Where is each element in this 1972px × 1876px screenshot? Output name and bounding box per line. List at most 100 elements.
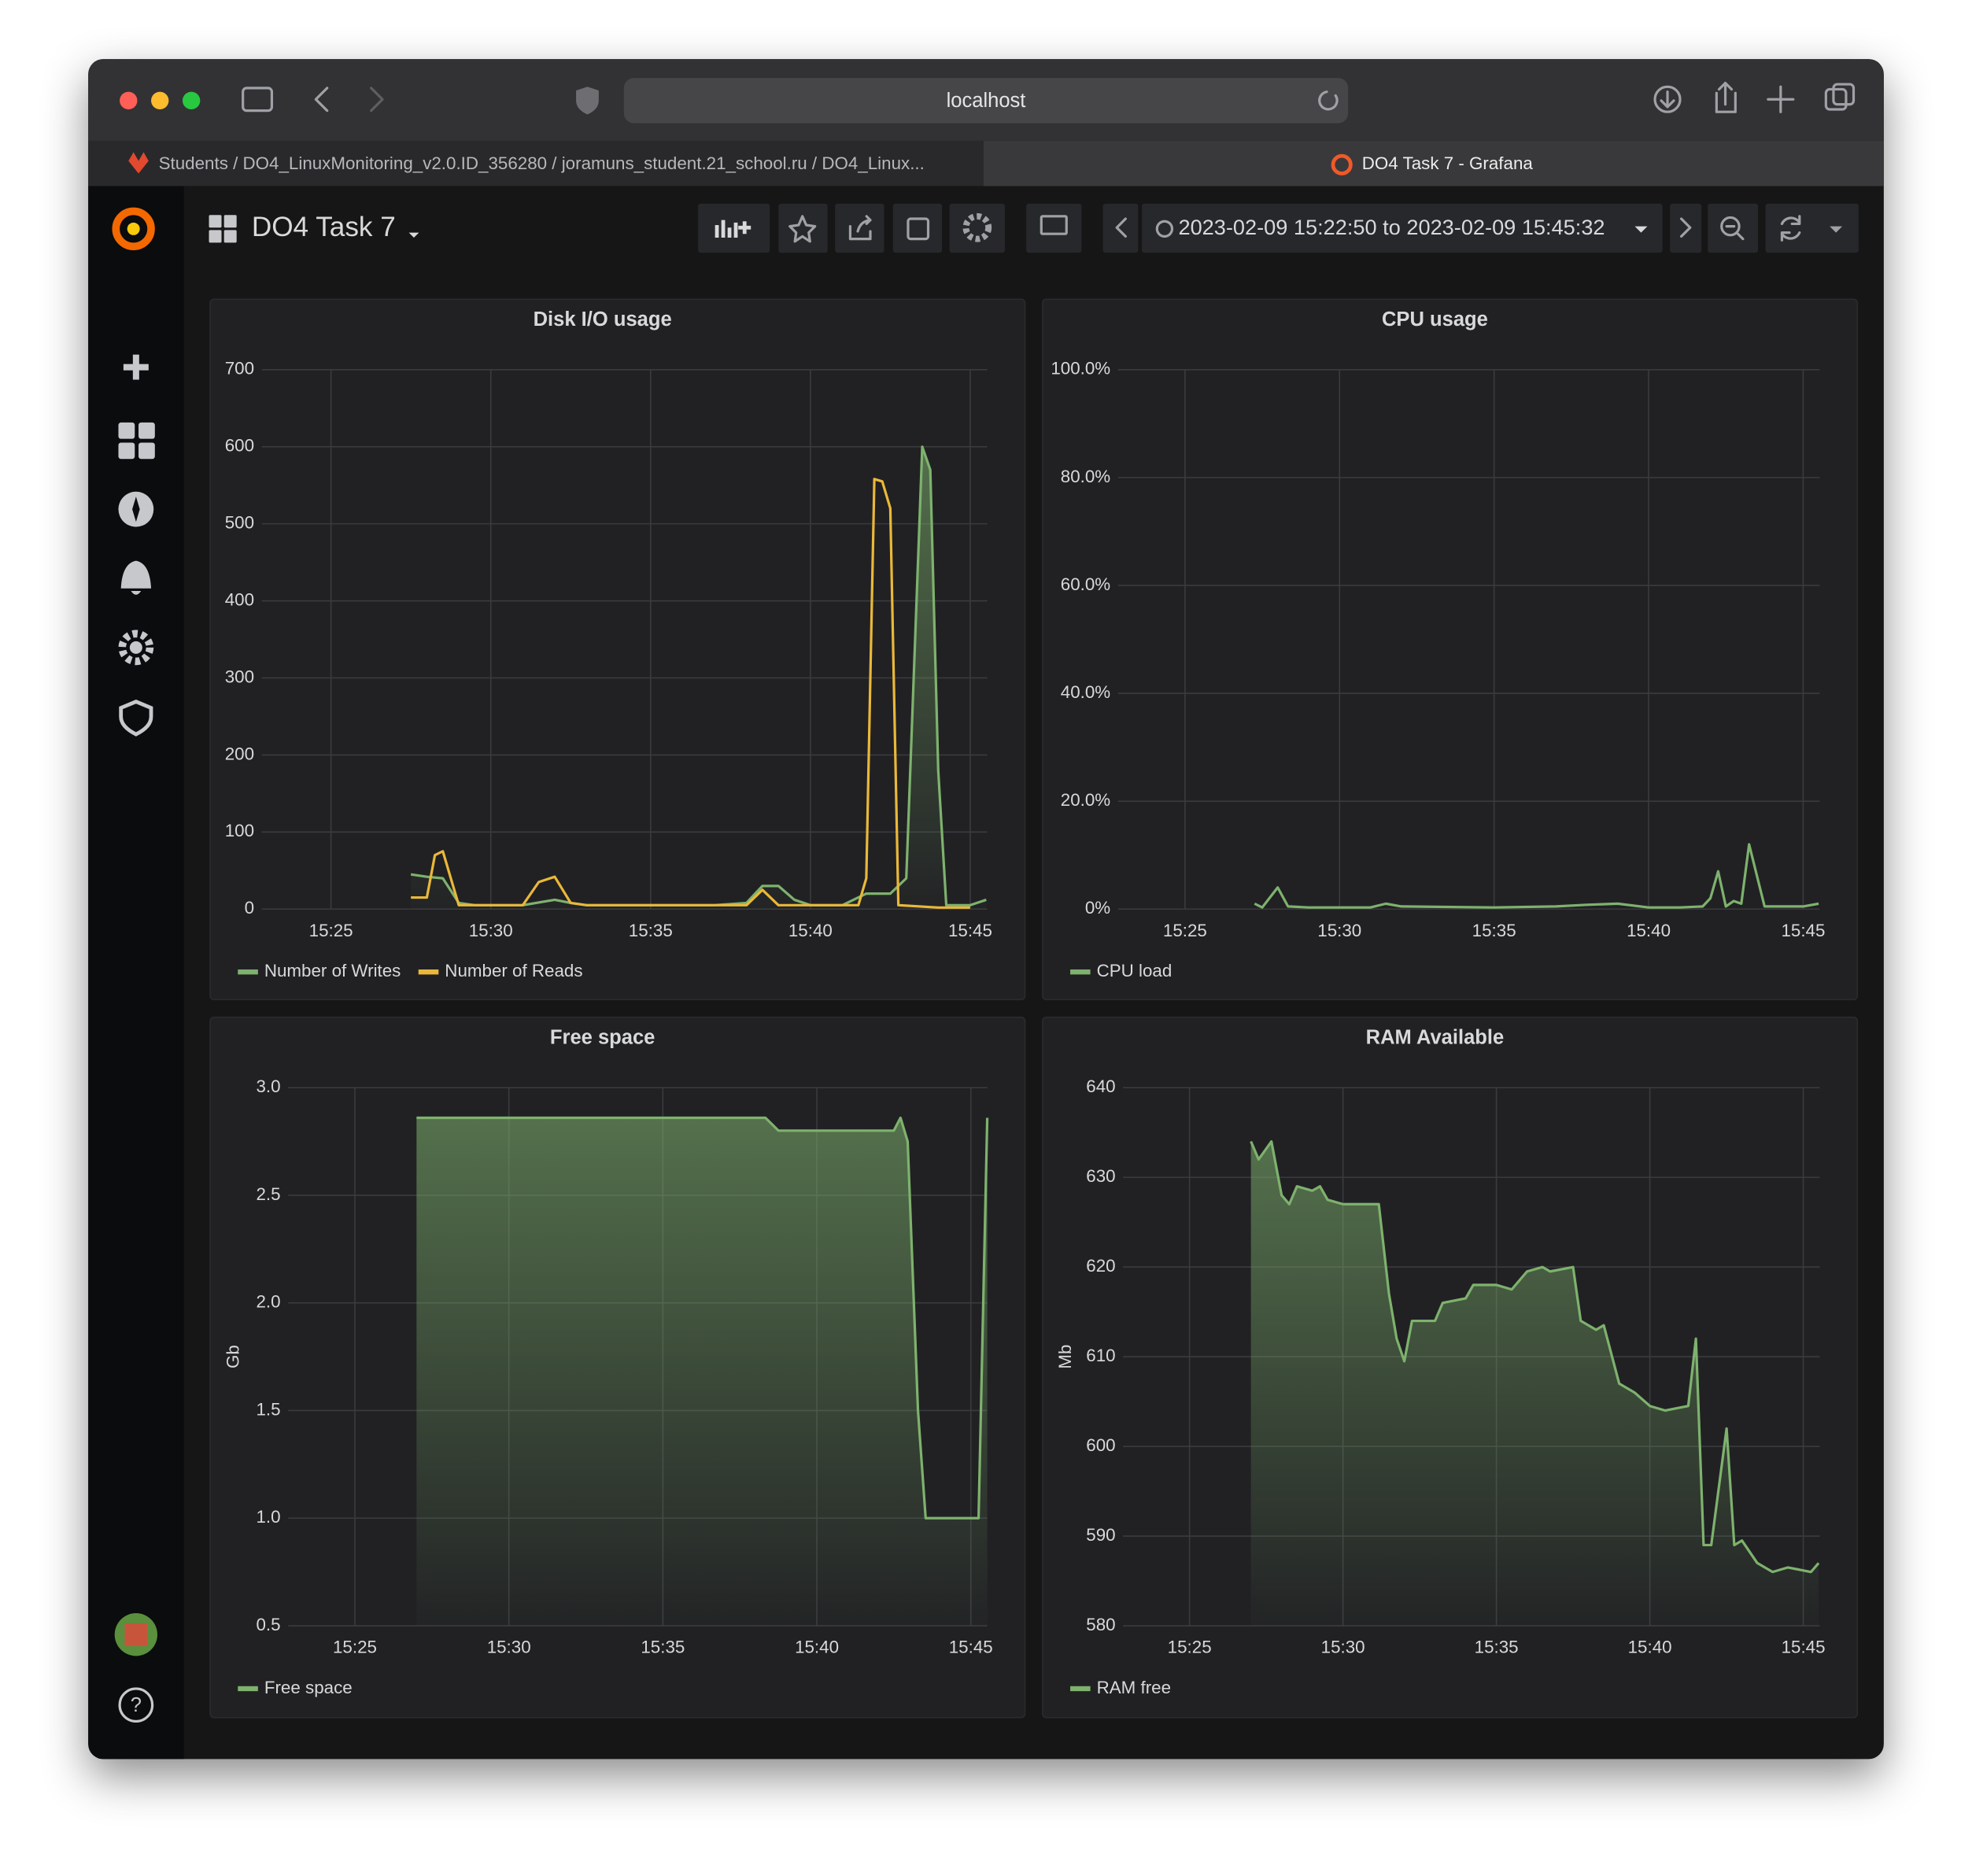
share-icon bbox=[848, 215, 872, 241]
forward-button[interactable] bbox=[370, 87, 384, 113]
back-button[interactable] bbox=[314, 87, 329, 113]
share-button[interactable] bbox=[1715, 81, 1737, 113]
privacy-shield[interactable] bbox=[576, 87, 599, 115]
series-area bbox=[411, 446, 987, 910]
configuration-icon[interactable] bbox=[118, 630, 154, 666]
tab-overview-back bbox=[1832, 83, 1856, 106]
minimize-button[interactable] bbox=[151, 91, 169, 110]
y-tick-label: 600 bbox=[225, 436, 254, 456]
dashboard-grid-icon bbox=[209, 215, 237, 243]
help-glyph: ? bbox=[131, 1694, 142, 1716]
y-tick-label: 40.0% bbox=[1061, 682, 1111, 702]
x-tick-label: 15:40 bbox=[1627, 921, 1671, 940]
panel bbox=[1042, 298, 1859, 1001]
y-tick-label: 500 bbox=[225, 513, 254, 533]
time-back-icon bbox=[1115, 217, 1127, 238]
x-tick-label: 15:45 bbox=[1781, 921, 1825, 940]
y-tick-label: 590 bbox=[1086, 1525, 1115, 1545]
y-tick-label: 80.0% bbox=[1061, 467, 1111, 486]
y-tick-label: 640 bbox=[1086, 1076, 1115, 1096]
tab[interactable] bbox=[88, 140, 984, 186]
tv-icon bbox=[1040, 215, 1068, 235]
time-forward-icon bbox=[1680, 217, 1692, 238]
grafana-logo[interactable] bbox=[112, 207, 155, 250]
y-tick-label: 580 bbox=[1086, 1615, 1115, 1634]
close-button[interactable] bbox=[120, 91, 138, 110]
series-line bbox=[1250, 1139, 1820, 1574]
server-admin-icon[interactable] bbox=[119, 700, 153, 737]
help-icon[interactable] bbox=[118, 1687, 154, 1723]
create-icon[interactable] bbox=[123, 354, 149, 380]
url: localhost bbox=[947, 90, 1026, 112]
legend-label: Free space bbox=[264, 1678, 353, 1697]
refresh-button[interactable] bbox=[1765, 203, 1859, 253]
y-tick-label: 20.0% bbox=[1061, 790, 1111, 810]
dashboard-title[interactable]: DO4 Task 7 bbox=[252, 212, 396, 242]
explore-needle bbox=[132, 497, 140, 523]
series-line bbox=[416, 1116, 989, 1520]
star-button[interactable] bbox=[778, 203, 828, 253]
add-panel-icon bbox=[715, 220, 752, 238]
time-range: 2023-02-09 15:22:50 to 2023-02-09 15:45:… bbox=[1178, 215, 1605, 239]
y-axis-label: Gb bbox=[223, 1345, 242, 1368]
x-tick-label: 15:30 bbox=[487, 1638, 531, 1657]
refresh-dropdown[interactable] bbox=[1830, 226, 1843, 233]
panel-title: RAM Available bbox=[1366, 1027, 1505, 1049]
panel-title: Disk I/O usage bbox=[534, 308, 672, 331]
y-tick-label: 630 bbox=[1086, 1166, 1115, 1186]
time-forward-button[interactable] bbox=[1670, 203, 1702, 253]
avatar-pattern bbox=[124, 1623, 148, 1646]
sidebar-toggle[interactable] bbox=[242, 87, 274, 113]
y-axis-label: Mb bbox=[1055, 1345, 1075, 1369]
legend-label: Number of Reads bbox=[445, 961, 582, 980]
tab-overview-button[interactable] bbox=[1824, 87, 1848, 111]
time-picker[interactable] bbox=[1142, 203, 1663, 253]
address-bar[interactable] bbox=[623, 78, 1349, 124]
x-tick-label: 15:35 bbox=[641, 1638, 685, 1657]
y-tick-label: 2.5 bbox=[257, 1184, 281, 1204]
reload-button[interactable] bbox=[1318, 90, 1339, 111]
active-tab[interactable] bbox=[983, 140, 1884, 186]
time-back-button[interactable] bbox=[1102, 203, 1139, 253]
zoom-icon-detail bbox=[1725, 225, 1745, 241]
zoom-out-button[interactable] bbox=[1708, 203, 1759, 253]
x-tick-label: 15:40 bbox=[795, 1638, 839, 1657]
tab-title: Students / DO4_LinuxMonitoring_v2.0.ID_3… bbox=[159, 153, 925, 173]
y-tick-label: 2.0 bbox=[257, 1292, 281, 1312]
y-tick-label: 200 bbox=[225, 744, 254, 763]
x-tick-label: 15:35 bbox=[629, 921, 673, 940]
x-tick-label: 15:25 bbox=[1163, 921, 1207, 940]
panel-title: CPU usage bbox=[1382, 308, 1488, 331]
downloads-button[interactable] bbox=[1653, 85, 1682, 113]
save-button[interactable] bbox=[892, 203, 943, 253]
panels: Disk I/O usage 0 100 200 300 400 500 600 700 15:2… bbox=[209, 298, 1859, 1719]
save-icon bbox=[907, 217, 930, 241]
alerting-icon[interactable] bbox=[120, 560, 152, 595]
y-tick-label: 620 bbox=[1086, 1256, 1115, 1276]
y-tick-label: 1.5 bbox=[257, 1399, 281, 1419]
series-area bbox=[416, 1117, 988, 1627]
x-tick-label: 15:30 bbox=[1317, 921, 1361, 940]
legend-label: Number of Writes bbox=[264, 961, 401, 980]
title-dropdown[interactable] bbox=[408, 232, 419, 238]
y-tick-label: 100 bbox=[225, 821, 254, 840]
y-tick-label: 400 bbox=[225, 589, 254, 609]
clock-icon bbox=[1155, 220, 1174, 238]
zoom-button[interactable] bbox=[182, 91, 201, 110]
grafana-sidebar bbox=[88, 186, 184, 1760]
y-tick-label: 1.0 bbox=[257, 1507, 281, 1527]
x-tick-label: 15:35 bbox=[1475, 1638, 1519, 1657]
x-tick-label: 15:25 bbox=[309, 921, 353, 940]
settings-button[interactable] bbox=[949, 203, 1005, 253]
y-tick-label: 700 bbox=[225, 359, 254, 379]
dashboards-icon[interactable] bbox=[118, 422, 155, 460]
dashboard-toolbar: 2023-02-09 15:22:50 to 2023-02-09 15:45:… bbox=[698, 203, 1859, 253]
tab-title: DO4 Task 7 - Grafana bbox=[1362, 153, 1534, 173]
y-tick-label: 100.0% bbox=[1051, 359, 1110, 379]
x-tick-label: 15:25 bbox=[1168, 1638, 1212, 1657]
tv-mode-button[interactable] bbox=[1026, 203, 1082, 253]
grafana-logo-core bbox=[127, 222, 140, 235]
panel-title: Free space bbox=[550, 1027, 655, 1049]
new-tab-button[interactable] bbox=[1767, 85, 1795, 113]
